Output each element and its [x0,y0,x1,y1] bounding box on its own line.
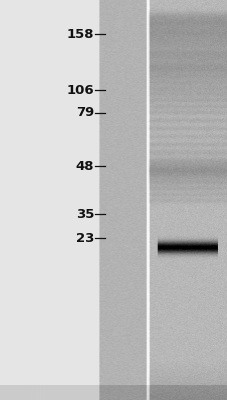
Text: 48: 48 [76,160,94,172]
Text: 106: 106 [67,84,94,96]
Text: 23: 23 [76,232,94,244]
Text: 79: 79 [76,106,94,120]
Text: 35: 35 [76,208,94,220]
Text: 158: 158 [67,28,94,40]
